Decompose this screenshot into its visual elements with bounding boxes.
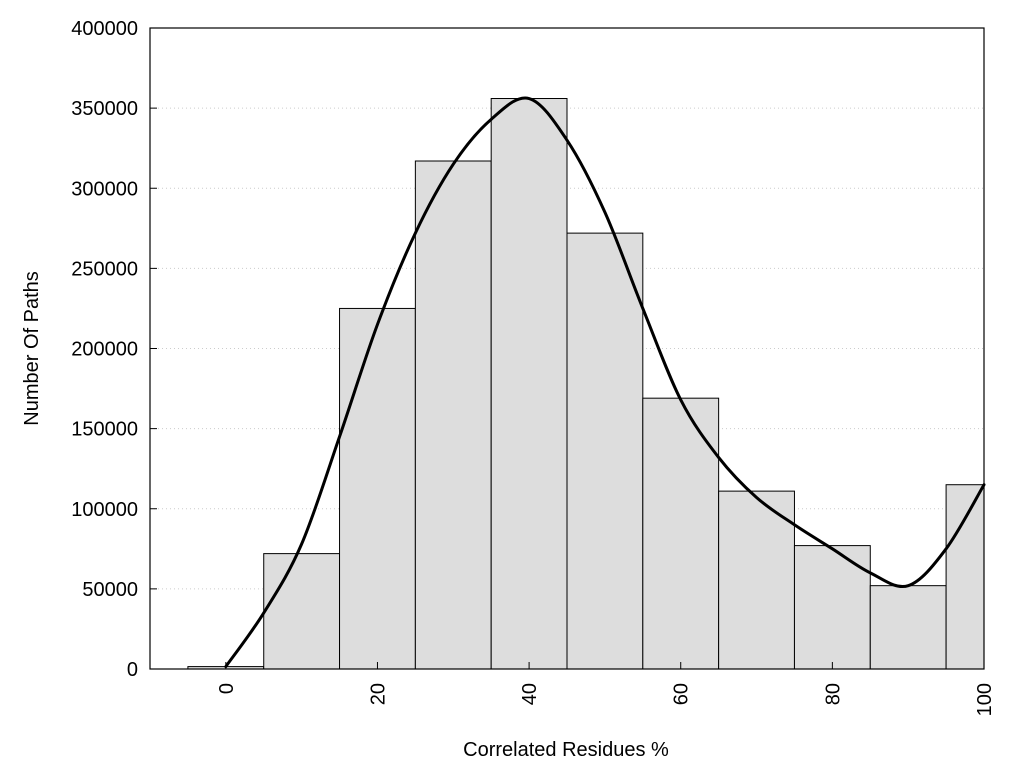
y-tick-label: 50000 [82,579,138,601]
histogram-bar [869,585,947,670]
histogram-bar [414,160,492,670]
histogram-bar [793,545,871,670]
y-tick-label: 0 [127,659,138,681]
x-tick-label: 60 [671,683,693,705]
y-tick-label: 200000 [71,339,138,361]
histogram-bar [945,484,985,670]
histogram-bar [718,490,795,670]
histogram-bar [490,98,568,670]
y-tick-label: 350000 [71,98,138,120]
y-tick-label: 300000 [71,178,138,200]
histogram-bar [566,232,644,670]
y-tick-label: 150000 [71,419,138,441]
y-tick-label: 400000 [71,18,138,40]
y-tick-label: 100000 [71,499,138,521]
density-curve [224,96,986,669]
x-tick-label: 100 [974,683,996,716]
x-tick-label: 0 [216,683,238,694]
x-tick-label: 20 [367,683,389,705]
x-axis-title: Correlated Residues % [463,739,669,761]
y-axis-title: Number Of Paths [21,271,43,426]
histogram-bar [642,397,720,670]
x-tick-label: 40 [519,683,541,705]
y-tick-label: 250000 [71,258,138,280]
histogram-bar [339,307,416,670]
histogram-bar [263,553,341,670]
x-tick-label: 80 [822,683,844,705]
